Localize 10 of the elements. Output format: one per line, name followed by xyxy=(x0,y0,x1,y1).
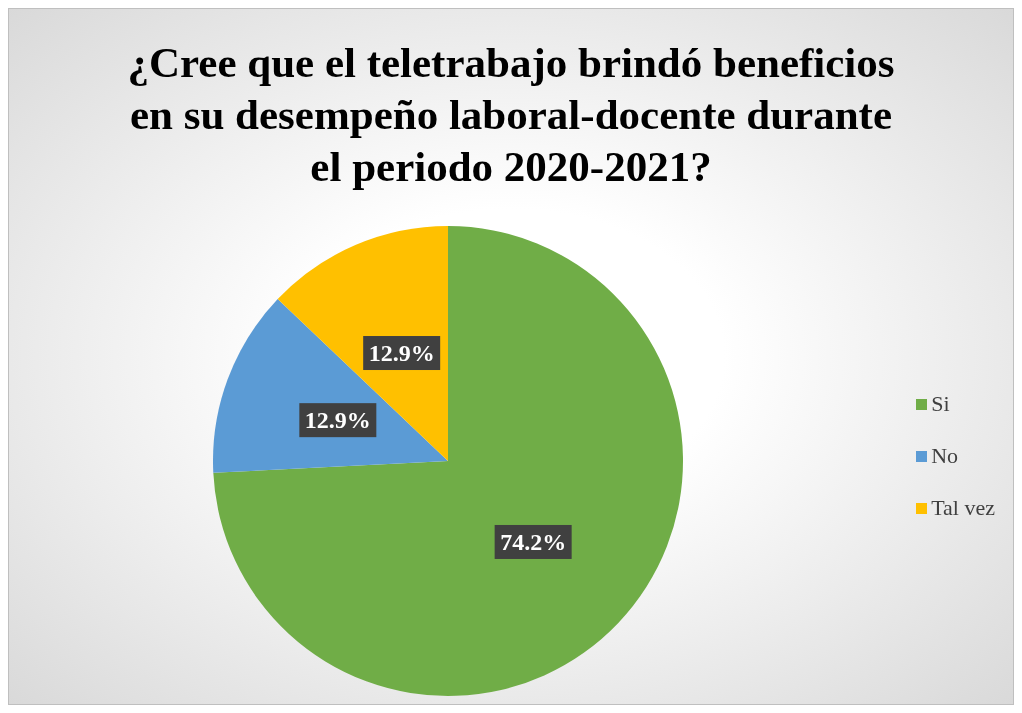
pie-slice xyxy=(277,226,448,461)
chart-title: ¿Cree que el teletrabajo brindó beneficios en su desempeño laboral-docente durante el periodo 2020-2021? xyxy=(126,38,896,192)
pie-slice xyxy=(213,299,448,473)
data-label: 12.9% xyxy=(368,340,435,367)
data-label: 12.9% xyxy=(304,407,371,434)
legend-label: Si xyxy=(931,391,950,417)
legend-label: No xyxy=(931,443,959,469)
data-label: 74.2% xyxy=(500,528,567,555)
legend-label: Tal vez xyxy=(931,495,995,521)
pie-slice xyxy=(213,226,683,696)
